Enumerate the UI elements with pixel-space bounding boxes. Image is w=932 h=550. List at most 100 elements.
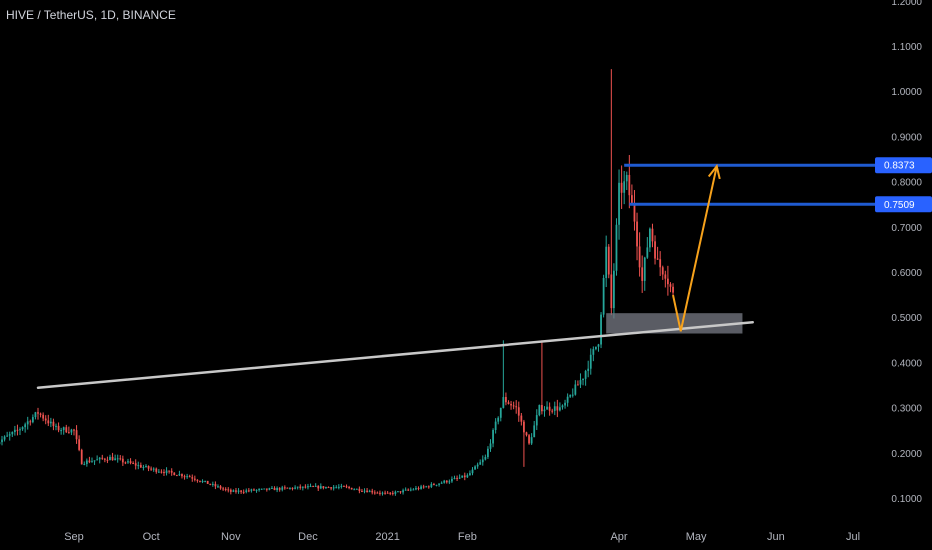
candle-body <box>425 486 428 488</box>
candle-body <box>191 477 194 479</box>
candle-body <box>70 429 73 433</box>
candle-body <box>250 489 253 491</box>
candle-body <box>88 460 91 463</box>
candle-body <box>37 412 39 414</box>
trendline[interactable] <box>36 320 754 390</box>
candle-body <box>492 429 494 444</box>
candle-body <box>430 484 433 487</box>
candle-body <box>363 490 366 492</box>
candle-body <box>561 405 564 408</box>
candle-body <box>91 461 93 463</box>
candle-body <box>402 490 404 493</box>
candle-body <box>358 488 361 491</box>
candle-body <box>672 286 674 293</box>
candle-body <box>651 228 654 242</box>
candle-body <box>129 461 132 463</box>
candle-body <box>636 221 638 247</box>
candle-body <box>487 448 489 458</box>
candle-body <box>641 267 644 281</box>
candle-body <box>127 461 129 463</box>
candle-body <box>317 485 320 489</box>
x-tick-label: 2021 <box>375 531 399 543</box>
candle-body <box>188 476 191 478</box>
symbol-title: HIVE / TetherUS, 1D, BINANCE <box>6 8 176 22</box>
candle-body <box>286 487 289 489</box>
candle-body <box>592 349 595 355</box>
candle-body <box>155 468 158 472</box>
candle-body <box>600 314 602 345</box>
y-tick-label: 0.1000 <box>891 494 922 505</box>
candle-body <box>6 435 9 437</box>
candle-body <box>26 421 29 425</box>
candle-body <box>240 490 243 492</box>
candle-body <box>196 479 199 481</box>
candle-body <box>579 380 582 385</box>
candle-body <box>224 488 227 490</box>
candle-body <box>289 487 291 489</box>
candle-body <box>109 456 111 461</box>
candle-body <box>379 492 381 494</box>
candle-body <box>265 488 268 490</box>
candle-body <box>597 344 600 347</box>
candle-body <box>605 246 608 278</box>
candle-body <box>301 486 304 488</box>
candle-body <box>407 489 410 491</box>
candle-body <box>263 488 266 490</box>
price-level-label: 0.8373 <box>884 161 915 172</box>
candle-body <box>656 258 659 260</box>
candle-body <box>625 174 628 182</box>
candle-body <box>517 407 520 416</box>
candle-body <box>29 421 32 423</box>
candle-body <box>337 486 340 488</box>
candle-body <box>52 421 55 427</box>
candle-body <box>433 484 435 486</box>
candle-body <box>376 492 379 494</box>
candle-body <box>206 480 209 484</box>
candle-body <box>463 475 466 478</box>
candle-body <box>227 489 230 491</box>
projection-arrow-path[interactable] <box>672 166 718 332</box>
candle-body <box>80 449 83 465</box>
candle-body <box>510 403 512 406</box>
candle-body <box>93 460 96 462</box>
candle-body <box>497 417 500 422</box>
candle-body <box>173 472 176 476</box>
candle-body <box>471 469 474 474</box>
candle-body <box>222 488 225 490</box>
candle-body <box>548 406 551 411</box>
candle-body <box>666 278 669 285</box>
candle-body <box>237 490 240 492</box>
candle-body <box>217 486 219 488</box>
y-tick-label: 0.6000 <box>891 268 922 279</box>
candle-body <box>538 405 541 416</box>
candle-body <box>553 406 556 411</box>
x-tick-label: May <box>686 531 707 543</box>
candle-body <box>440 482 443 484</box>
candle-body <box>242 491 245 493</box>
candle-body <box>55 425 57 427</box>
support-zone[interactable] <box>606 313 743 334</box>
candle-body <box>253 489 255 491</box>
candle-body <box>435 484 438 486</box>
candle-body <box>103 458 106 460</box>
candle-body <box>389 492 392 494</box>
candle-body <box>613 270 615 309</box>
candle-body <box>533 425 536 438</box>
candle-body <box>335 487 338 489</box>
candle-body <box>147 466 150 469</box>
candle-body <box>654 241 656 259</box>
candle-body <box>124 462 127 464</box>
candle-body <box>309 486 312 488</box>
candle-body <box>101 457 104 459</box>
x-tick-label: Sep <box>64 531 84 543</box>
candle-body <box>422 486 425 488</box>
candle-body <box>476 464 479 467</box>
candle-body <box>461 475 464 478</box>
candle-body <box>332 487 335 489</box>
candle-body <box>3 436 6 440</box>
candle-body <box>384 492 386 494</box>
candle-body <box>260 488 263 490</box>
x-tick-label: Oct <box>143 531 160 543</box>
candle-body <box>443 480 446 483</box>
